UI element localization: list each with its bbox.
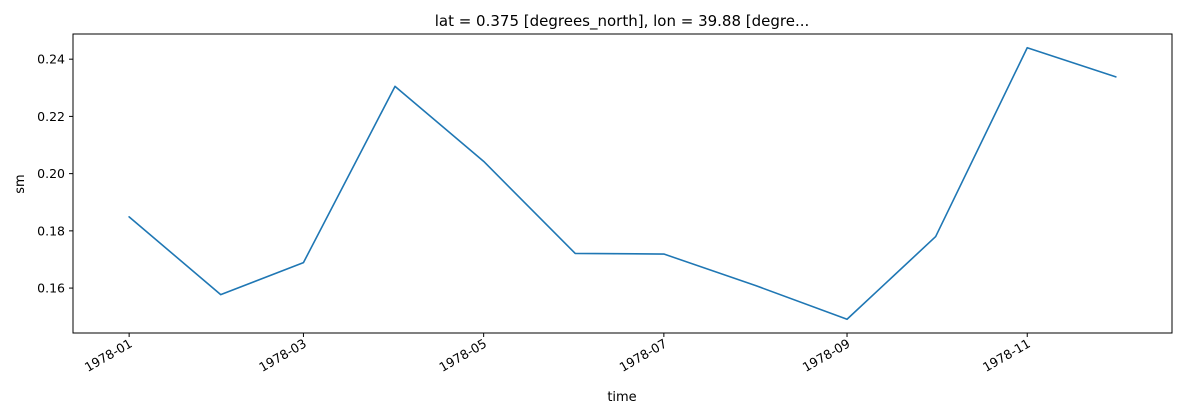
data-point — [220, 294, 222, 296]
x-axis-label: time — [607, 390, 636, 405]
data-point — [302, 262, 304, 264]
data-point — [1026, 47, 1028, 49]
data-point — [574, 252, 576, 254]
data-point — [483, 160, 485, 162]
y-tick-label: 0.18 — [37, 223, 65, 238]
x-tick-label: 1978-01 — [82, 336, 135, 375]
data-point — [935, 236, 937, 238]
x-tick-label: 1978-05 — [436, 336, 489, 375]
x-tick-label: 1978-03 — [256, 336, 309, 375]
y-tick-label: 0.16 — [37, 281, 65, 296]
x-tick-label: 1978-07 — [617, 336, 670, 375]
data-point — [663, 253, 665, 255]
series-line — [128, 46, 1117, 321]
chart-title: lat = 0.375 [degrees_north], lon = 39.88… — [435, 12, 810, 31]
y-tick-label: 0.20 — [37, 166, 65, 181]
data-point — [754, 285, 756, 287]
x-tick-label: 1978-11 — [980, 336, 1033, 375]
data-point — [846, 318, 848, 320]
plot-frame — [72, 33, 1173, 334]
data-point — [1115, 76, 1117, 78]
y-axis-label: sm — [13, 174, 28, 193]
y-tick-label: 0.24 — [37, 52, 65, 67]
x-tick-label: 1978-09 — [800, 336, 853, 375]
data-point — [394, 85, 396, 87]
y-tick-label: 0.22 — [37, 109, 65, 124]
data-point — [128, 216, 130, 218]
plot-area: 0.16 0.18 0.20 0.22 0.24 1978-01 1978-03 1978-0… — [37, 33, 1173, 375]
